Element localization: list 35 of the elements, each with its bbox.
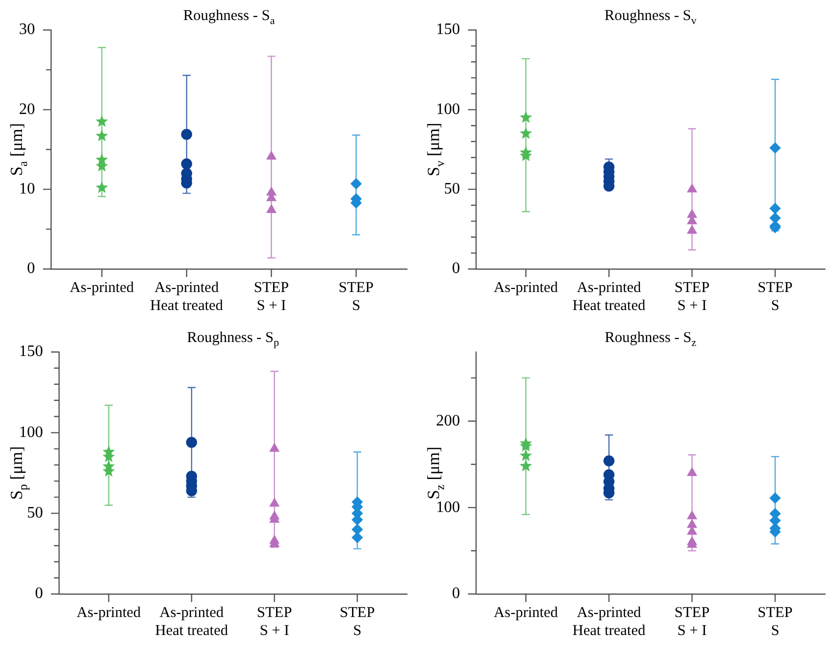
y-tick-label: 100 — [436, 498, 460, 516]
y-tick-label: 0 — [27, 260, 35, 278]
x-tick-label: STEP S + I — [674, 604, 710, 639]
y-tick-label: 50 — [27, 504, 43, 522]
y-tick-label: 30 — [19, 21, 35, 38]
x-tick-label: As-printed Heat treated — [572, 280, 646, 314]
x-tick-label: STEP S + I — [254, 280, 289, 314]
y-axis-title: Sz [μm] — [424, 446, 447, 500]
y-tick-label: 50 — [444, 180, 460, 198]
x-tick-label: STEP S + I — [256, 604, 292, 639]
x-tick-label: As-printed — [494, 280, 558, 296]
x-tick-label: As-printed Heat treated — [572, 604, 646, 639]
x-tick-label: STEP S — [758, 280, 793, 314]
x-tick-label: STEP S — [338, 280, 374, 314]
x-tick-label: STEP S — [758, 604, 793, 639]
y-tick-label: 20 — [19, 100, 35, 118]
x-tick-label: As-printed — [494, 604, 558, 621]
y-axis-title: Sa [μm] — [7, 123, 30, 176]
y-axis-title: Sp [μm] — [7, 446, 30, 500]
x-tick-label: As-printed Heat treated — [150, 280, 224, 314]
y-tick-label: 0 — [35, 585, 43, 602]
y-tick-label: 200 — [436, 412, 460, 430]
y-tick-label: 100 — [19, 424, 43, 441]
y-tick-label: 10 — [19, 180, 35, 198]
x-tick-label: STEP S — [340, 604, 375, 639]
y-tick-label: 0 — [452, 260, 460, 278]
y-axis-title: Sv [μm] — [424, 122, 447, 176]
x-tick-label: As-printed — [70, 280, 134, 296]
y-tick-label: 0 — [452, 585, 460, 602]
y-tick-label: 100 — [436, 100, 460, 118]
x-tick-label: STEP S + I — [674, 280, 710, 314]
y-tick-label: 150 — [19, 343, 43, 360]
x-tick-label: As-printed Heat treated — [155, 604, 229, 639]
x-tick-label: As-printed — [76, 604, 142, 621]
y-tick-label: 150 — [436, 21, 460, 38]
